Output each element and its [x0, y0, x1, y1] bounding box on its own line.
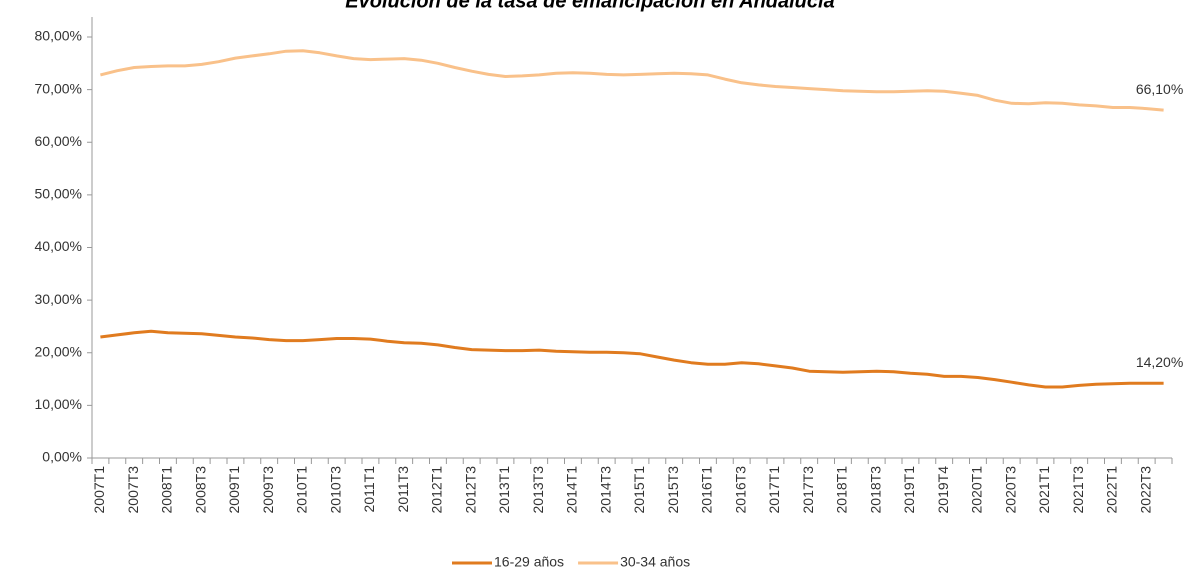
x-tick-label: 2008T1 [159, 466, 175, 514]
x-tick-label: 2014T3 [597, 466, 613, 514]
x-tick-label: 2022T1 [1104, 466, 1120, 514]
x-tick-label: 2015T3 [665, 466, 681, 514]
x-tick-label: 2018T3 [867, 466, 883, 514]
x-tick-label: 2013T1 [496, 466, 512, 514]
y-tick-label: 60,00% [35, 133, 82, 149]
series-line [100, 329, 1164, 389]
y-tick-label: 40,00% [35, 238, 82, 254]
x-tick-label: 2017T1 [766, 466, 782, 514]
series-line [100, 49, 1164, 112]
x-tick-label: 2016T3 [732, 466, 748, 514]
x-tick-label: 2019T4 [935, 466, 951, 514]
x-tick-label: 2011T3 [395, 466, 411, 513]
y-tick-label: 0,00% [42, 449, 82, 465]
y-tick-label: 20,00% [35, 343, 82, 359]
x-tick-label: 2014T1 [564, 466, 580, 514]
x-tick-label: 2007T1 [91, 466, 107, 514]
x-tick-label: 2017T3 [800, 466, 816, 514]
x-tick-label: 2015T1 [631, 466, 647, 514]
x-tick-label: 2019T1 [901, 466, 917, 514]
x-tick-label: 2020T3 [1002, 466, 1018, 514]
x-tick-label: 2008T3 [192, 466, 208, 514]
x-tick-label: 2007T3 [125, 466, 141, 514]
x-tick-label: 2020T1 [969, 466, 985, 514]
chart-title: Evolución de la tasa de emancipación en … [345, 0, 834, 12]
y-tick-label: 30,00% [35, 291, 82, 307]
x-tick-label: 2021T1 [1036, 466, 1052, 514]
x-tick-label: 2012T1 [429, 466, 445, 514]
y-tick-label: 10,00% [35, 396, 82, 412]
x-tick-label: 2018T1 [834, 466, 850, 514]
x-tick-label: 2009T1 [226, 466, 242, 514]
x-tick-label: 2010T1 [294, 466, 310, 514]
y-tick-label: 50,00% [35, 186, 82, 202]
x-tick-label: 2009T3 [260, 466, 276, 514]
legend-label: 30-34 años [620, 554, 690, 570]
x-tick-label: 2010T3 [327, 466, 343, 514]
x-tick-label: 2022T3 [1137, 466, 1153, 514]
legend-label: 16-29 años [494, 554, 564, 570]
x-tick-label: 2012T3 [462, 466, 478, 514]
x-tick-label: 2016T1 [699, 466, 715, 514]
x-tick-label: 2011T1 [361, 466, 377, 513]
x-tick-label: 2021T3 [1070, 466, 1086, 514]
data-label: 14,20% [1136, 354, 1183, 370]
y-tick-label: 70,00% [35, 80, 82, 96]
data-label: 66,10% [1136, 81, 1183, 97]
y-tick-label: 80,00% [35, 28, 82, 44]
x-tick-label: 2013T3 [530, 466, 546, 514]
